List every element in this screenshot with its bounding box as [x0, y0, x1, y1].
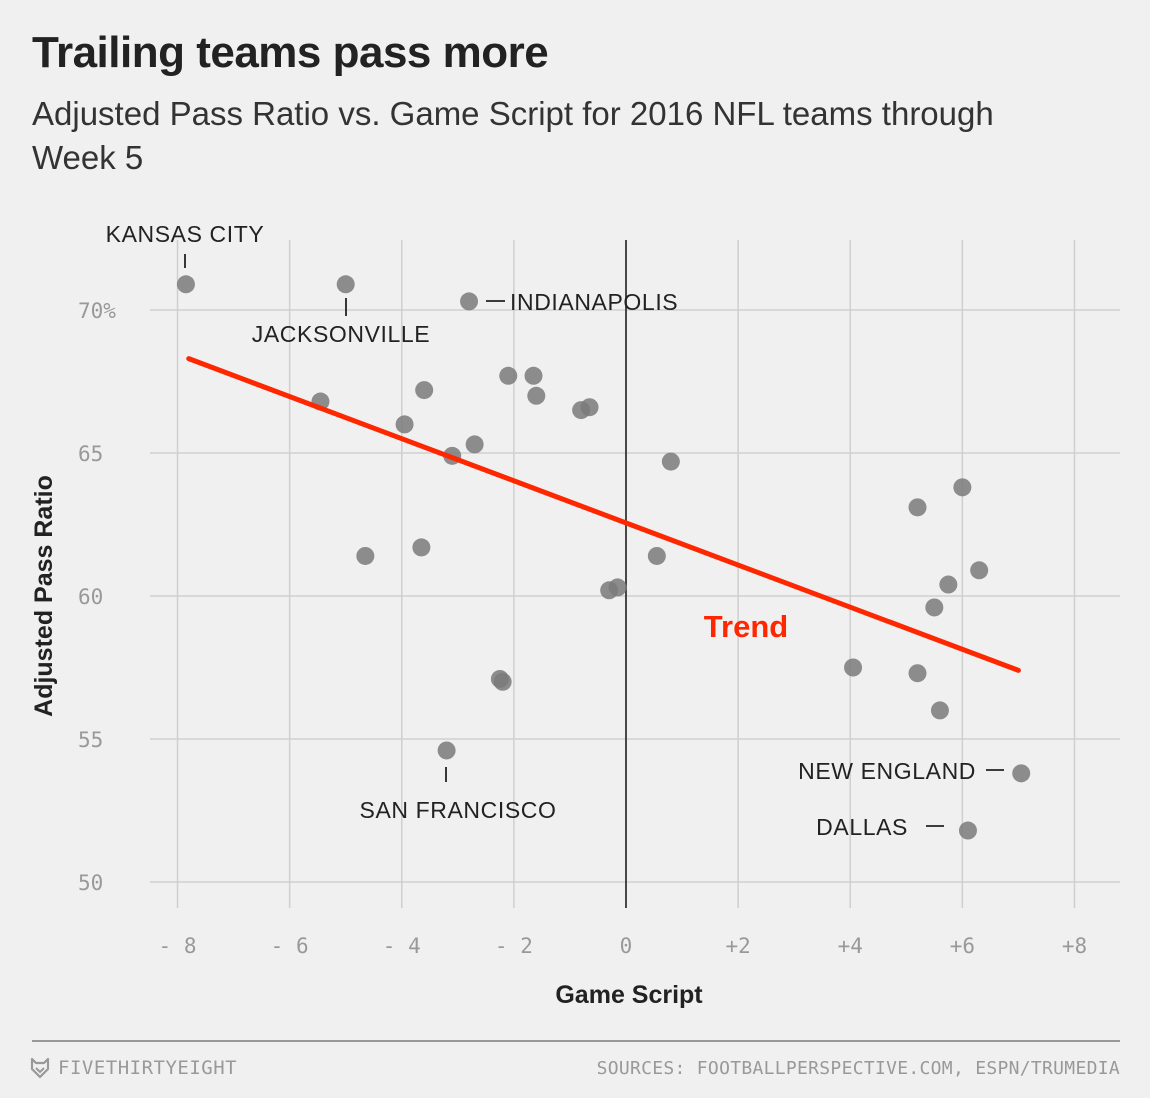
data-point — [908, 664, 927, 683]
chart-subtitle: Adjusted Pass Ratio vs. Game Script for … — [32, 95, 994, 176]
data-point — [925, 598, 944, 617]
data-point — [953, 478, 972, 497]
y-tick-label: 55 — [78, 728, 103, 752]
chart-title: Trailing teams pass more — [32, 28, 549, 77]
annotation-label: JACKSONVILLE — [252, 321, 431, 347]
data-point — [970, 561, 989, 580]
brand-name: FIVETHIRTYEIGHT — [58, 1057, 238, 1079]
trend-label: Trend — [704, 609, 788, 644]
x-tick-label: 0 — [620, 934, 633, 958]
x-tick-label: +2 — [725, 934, 750, 958]
annotation-label: NEW ENGLAND — [798, 758, 976, 784]
y-tick-labels: 50 55 60 65 70% — [78, 299, 116, 895]
y-tick-label: 50 — [78, 871, 103, 895]
y-tick-label: 70% — [78, 299, 116, 323]
x-tick-label: +4 — [838, 934, 863, 958]
data-point — [939, 575, 958, 594]
data-point — [493, 672, 512, 691]
trend-line — [186, 356, 1021, 673]
data-point — [1012, 764, 1031, 783]
fivethirtyeight-fox-icon — [30, 1057, 50, 1079]
x-tick-label: - 6 — [271, 934, 309, 958]
x-tick-label: - 2 — [495, 934, 533, 958]
team-annotations: KANSAS CITY JACKSONVILLE INDIANAPOLIS SAN F… — [106, 221, 1004, 840]
data-point — [527, 386, 546, 405]
data-point — [460, 292, 479, 311]
trend-line-group: Trend — [186, 356, 1021, 673]
data-point — [412, 538, 431, 557]
data-point — [499, 366, 518, 385]
data-point — [415, 381, 434, 400]
x-tick-label: - 8 — [159, 934, 197, 958]
sources-credit: SOURCES: FOOTBALLPERSPECTIVE.COM, ESPN/T… — [596, 1058, 1120, 1079]
data-point — [580, 398, 599, 417]
annotation-label: DALLAS — [816, 814, 908, 840]
annotation-label: INDIANAPOLIS — [510, 289, 678, 315]
brand-logo: FIVETHIRTYEIGHT — [30, 1057, 237, 1079]
data-point — [465, 435, 484, 454]
footer-divider — [32, 1040, 1120, 1042]
x-tick-label: - 4 — [383, 934, 421, 958]
annotation-label: SAN FRANCISCO — [360, 797, 557, 823]
data-point — [908, 498, 927, 517]
data-point — [608, 578, 627, 597]
data-point — [930, 701, 949, 720]
data-point — [958, 821, 977, 840]
data-point — [647, 546, 666, 565]
y-tick-label: 65 — [78, 442, 103, 466]
data-point — [356, 546, 375, 565]
data-point — [336, 275, 355, 294]
x-tick-label: +6 — [950, 934, 975, 958]
x-axis-label: Game Script — [555, 981, 703, 1009]
data-points — [176, 275, 1031, 840]
y-tick-label: 60 — [78, 585, 103, 609]
x-tick-label: +8 — [1062, 934, 1087, 958]
data-point — [844, 658, 863, 677]
y-axis-label: Adjusted Pass Ratio — [30, 475, 58, 717]
data-point — [395, 415, 414, 434]
data-point — [437, 741, 456, 760]
annotation-label: KANSAS CITY — [106, 221, 265, 247]
data-point — [176, 275, 195, 294]
data-point — [661, 452, 680, 471]
data-point — [524, 366, 543, 385]
x-tick-labels: - 8 - 6 - 4 - 2 0 +2 +4 +6 +8 — [159, 934, 1088, 958]
